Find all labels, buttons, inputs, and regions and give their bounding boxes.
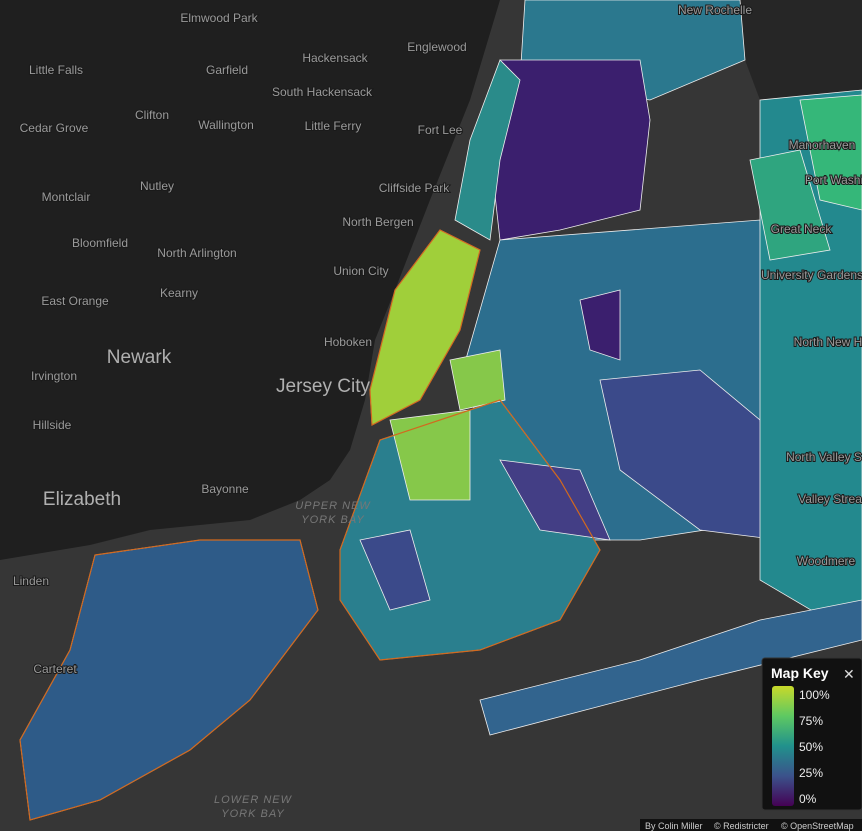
place-label: East Orange [41,294,109,308]
place-label: Bloomfield [72,236,128,250]
map-key-title: Map Key [771,665,829,681]
place-label: Little Falls [29,63,83,77]
place-labels: Elmwood Park Little Falls Garfield Hacke… [12,2,862,820]
map-key-tick-label: 0% [799,792,817,806]
place-label: Great Neck [771,222,833,236]
place-label: North Arlington [157,246,236,260]
place-label: Elmwood Park [180,11,258,25]
place-label: Little Ferry [305,119,362,133]
place-label: Linden [13,574,49,588]
place-label: New Rochelle [678,3,752,17]
district [579,289,621,361]
place-label: Cliffside Park [379,181,450,195]
attribution: © OpenStreetMap [781,821,854,831]
color-scale [772,686,794,806]
place-label: Clifton [135,108,169,122]
place-label: University Gardens [761,268,862,282]
place-label: Port Washi [805,173,862,187]
place-label: Carteret [33,662,77,676]
place-label: Manorhaven [789,138,856,152]
city-label: Elizabeth [43,489,121,510]
map-key: Map Key ✕ 100% 75% 50% 25% 0% [761,657,862,811]
place-label: Hoboken [324,335,372,349]
map-key-tick-label: 100% [799,688,830,702]
city-label: Newark [107,347,172,368]
place-label: Wallington [198,118,254,132]
district [454,59,521,241]
place-label: Irvington [31,369,77,383]
place-label: Kearny [160,286,198,300]
water-label: YORK BAY [221,808,284,820]
map-key-tick-label: 25% [799,766,823,780]
place-label: Nutley [140,179,174,193]
place-label: Fort Lee [418,123,463,137]
water-label: LOWER NEW [214,794,293,806]
place-label: North New H [794,335,862,349]
place-label: Woodmere [797,554,856,568]
place-label: North Valley S [786,450,862,464]
land [505,0,862,100]
district [449,349,506,411]
map-key-tick-label: 75% [799,714,823,728]
place-label: Union City [333,264,388,278]
shoreline [19,229,601,821]
place-label: Englewood [407,40,466,54]
map-key-tick-label: 50% [799,740,823,754]
place-label: North Bergen [342,215,413,229]
water-label: YORK BAY [301,514,364,526]
close-button[interactable]: ✕ [843,666,855,682]
district [479,599,862,736]
place-label: Bayonne [201,482,249,496]
place-label: Hackensack [302,51,368,65]
attribution: © Redistricter [714,821,769,831]
place-label: Garfield [206,63,248,77]
new-jersey-land [0,0,500,560]
place-label: Valley Strea [798,492,862,506]
place-label: South Hackensack [272,85,373,99]
district [389,409,471,501]
water-label: UPPER NEW [295,500,371,512]
place-label: Cedar Grove [20,121,89,135]
district [799,94,862,211]
place-label: Montclair [42,190,91,204]
place-label: Hillside [33,418,72,432]
district [359,529,431,611]
attribution: By Colin Miller [645,821,703,831]
city-label: Jersey City [276,376,370,397]
attribution-bar [640,819,862,831]
district [749,149,831,261]
